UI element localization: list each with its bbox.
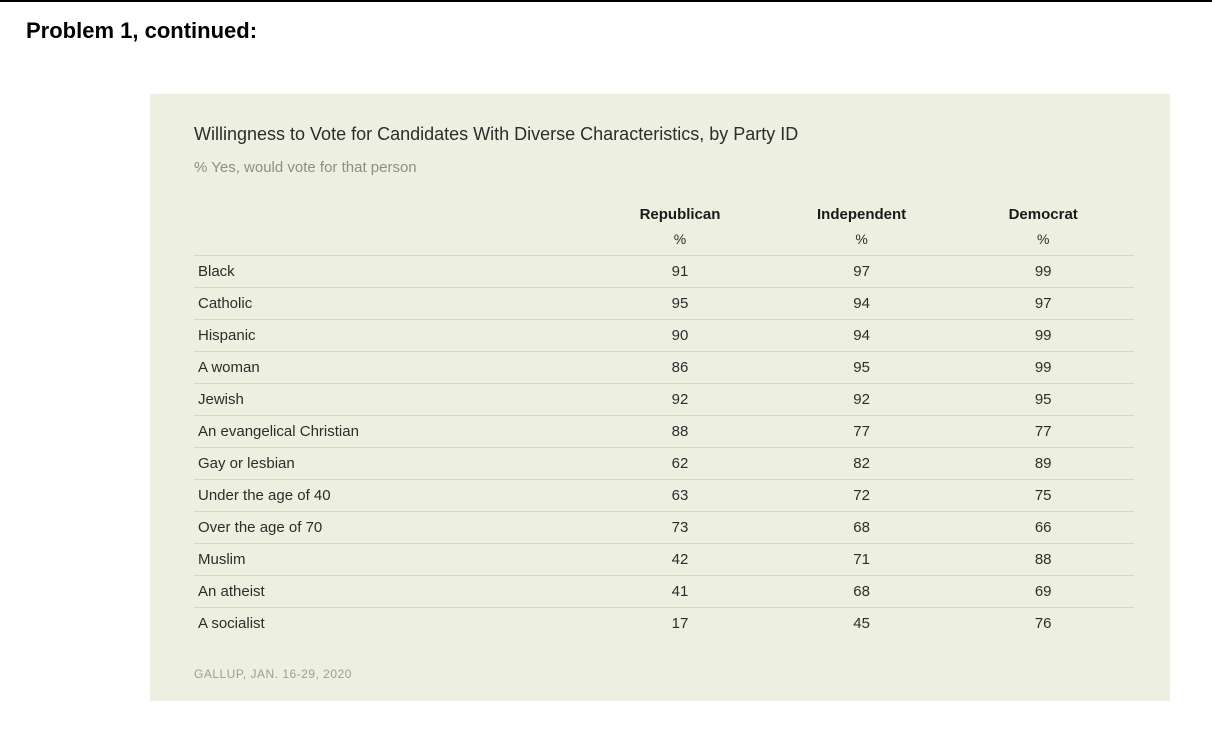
row-value: 73 [589, 512, 771, 544]
row-value: 41 [589, 576, 771, 608]
table-unit-col: % [952, 229, 1134, 256]
table-header-blank [194, 200, 589, 229]
row-label: Over the age of 70 [194, 512, 589, 544]
row-value: 88 [952, 544, 1134, 576]
poll-table-card: Willingness to Vote for Candidates With … [150, 94, 1170, 701]
poll-data-table: Republican Independent Democrat % % % Bl… [194, 200, 1134, 639]
row-label: An atheist [194, 576, 589, 608]
row-value: 66 [952, 512, 1134, 544]
row-value: 97 [771, 256, 953, 288]
row-label: Black [194, 256, 589, 288]
row-value: 76 [952, 608, 1134, 640]
table-row: A socialist 17 45 76 [194, 608, 1134, 640]
row-label: Under the age of 40 [194, 480, 589, 512]
row-value: 72 [771, 480, 953, 512]
row-value: 95 [589, 288, 771, 320]
row-value: 94 [771, 288, 953, 320]
row-value: 99 [952, 352, 1134, 384]
row-value: 94 [771, 320, 953, 352]
row-label: A socialist [194, 608, 589, 640]
row-value: 99 [952, 320, 1134, 352]
table-row: An evangelical Christian 88 77 77 [194, 416, 1134, 448]
row-value: 95 [771, 352, 953, 384]
page-heading: Problem 1, continued: [0, 2, 1212, 44]
row-value: 95 [952, 384, 1134, 416]
table-unit-blank [194, 229, 589, 256]
row-value: 86 [589, 352, 771, 384]
table-unit-col: % [589, 229, 771, 256]
row-value: 91 [589, 256, 771, 288]
row-value: 92 [589, 384, 771, 416]
table-source: GALLUP, JAN. 16-29, 2020 [194, 667, 1134, 681]
row-value: 63 [589, 480, 771, 512]
row-value: 45 [771, 608, 953, 640]
table-subtitle: % Yes, would vote for that person [194, 159, 1134, 176]
table-title: Willingness to Vote for Candidates With … [194, 124, 1134, 145]
row-value: 69 [952, 576, 1134, 608]
row-value: 77 [771, 416, 953, 448]
row-label: Catholic [194, 288, 589, 320]
table-header-col: Independent [771, 200, 953, 229]
row-label: Gay or lesbian [194, 448, 589, 480]
row-value: 71 [771, 544, 953, 576]
row-value: 92 [771, 384, 953, 416]
row-value: 68 [771, 512, 953, 544]
row-value: 62 [589, 448, 771, 480]
row-value: 97 [952, 288, 1134, 320]
table-row: Black 91 97 99 [194, 256, 1134, 288]
row-label: Muslim [194, 544, 589, 576]
row-label: An evangelical Christian [194, 416, 589, 448]
row-value: 99 [952, 256, 1134, 288]
table-row: Muslim 42 71 88 [194, 544, 1134, 576]
row-label: Jewish [194, 384, 589, 416]
row-label: Hispanic [194, 320, 589, 352]
table-row: Gay or lesbian 62 82 89 [194, 448, 1134, 480]
row-label: A woman [194, 352, 589, 384]
table-row: A woman 86 95 99 [194, 352, 1134, 384]
row-value: 77 [952, 416, 1134, 448]
row-value: 82 [771, 448, 953, 480]
table-header-row: Republican Independent Democrat [194, 200, 1134, 229]
table-row: Jewish 92 92 95 [194, 384, 1134, 416]
table-unit-row: % % % [194, 229, 1134, 256]
table-unit-col: % [771, 229, 953, 256]
table-header-col: Democrat [952, 200, 1134, 229]
row-value: 17 [589, 608, 771, 640]
table-row: Hispanic 90 94 99 [194, 320, 1134, 352]
row-value: 88 [589, 416, 771, 448]
row-value: 90 [589, 320, 771, 352]
table-body: Black 91 97 99 Catholic 95 94 97 Hispani… [194, 256, 1134, 640]
row-value: 89 [952, 448, 1134, 480]
row-value: 75 [952, 480, 1134, 512]
table-row: Over the age of 70 73 68 66 [194, 512, 1134, 544]
table-header-col: Republican [589, 200, 771, 229]
row-value: 42 [589, 544, 771, 576]
row-value: 68 [771, 576, 953, 608]
table-row: An atheist 41 68 69 [194, 576, 1134, 608]
table-row: Under the age of 40 63 72 75 [194, 480, 1134, 512]
table-row: Catholic 95 94 97 [194, 288, 1134, 320]
